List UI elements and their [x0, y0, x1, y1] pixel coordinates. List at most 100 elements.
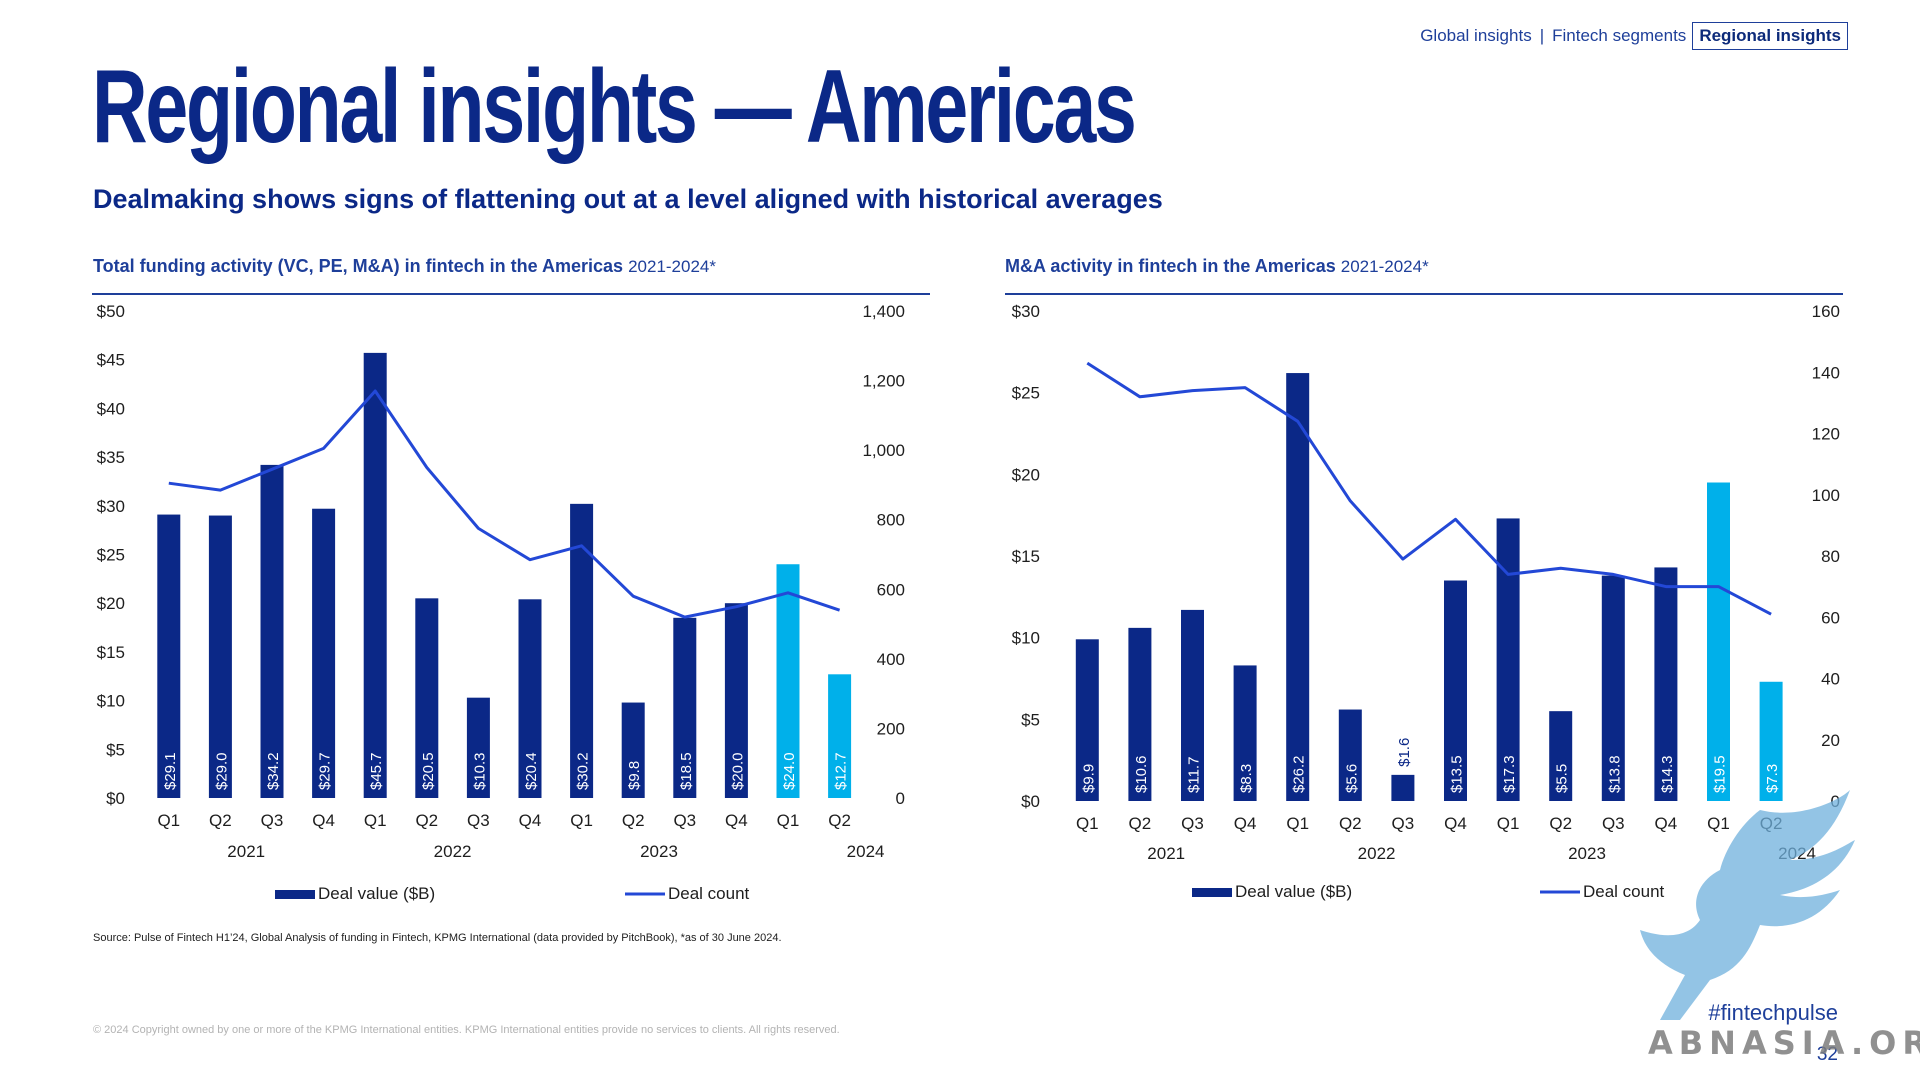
legend-swatch-deal-value	[1192, 888, 1232, 897]
y2-axis-tick-label: 1,000	[862, 441, 905, 460]
y2-axis-tick-label: 1,400	[862, 302, 905, 321]
bar-data-label: $20.0	[729, 752, 746, 790]
x-axis-year-label: 2021	[1147, 844, 1185, 863]
x-axis-quarter-label: Q3	[1181, 814, 1204, 833]
nav-global-insights[interactable]: Global insights	[1420, 26, 1532, 45]
page-title: Regional insights — Americas	[92, 49, 1137, 165]
x-axis-quarter-label: Q2	[415, 811, 438, 830]
bar-data-label: $5.6	[1343, 764, 1360, 793]
y2-axis-tick-label: 1,200	[862, 372, 905, 391]
x-axis-year-label: 2023	[640, 842, 678, 861]
bar-deal-value	[415, 598, 439, 798]
x-axis-year-label: 2021	[227, 842, 265, 861]
bar-data-label: $9.8	[626, 761, 643, 790]
bar-data-label: $19.5	[1712, 755, 1729, 793]
x-axis-quarter-label: Q1	[1707, 814, 1730, 833]
y-axis-tick-label: $20	[97, 594, 125, 613]
x-axis-quarter-label: Q4	[519, 811, 542, 830]
x-axis-quarter-label: Q4	[1234, 814, 1257, 833]
bar-deal-value	[1601, 575, 1625, 801]
x-axis-quarter-label: Q1	[570, 811, 593, 830]
bar-deal-value	[673, 617, 697, 798]
bar-deal-value	[157, 514, 181, 798]
bar-data-label: $20.5	[420, 752, 437, 790]
x-axis-year-label: 2022	[1358, 844, 1396, 863]
legend-label-deal-count: Deal count	[1583, 882, 1665, 901]
chart-title-period: 2021-2024*	[1340, 257, 1429, 276]
y-axis-tick-label: $25	[97, 546, 125, 565]
bar-deal-value	[828, 674, 852, 798]
x-axis-quarter-label: Q2	[1549, 814, 1572, 833]
copyright-note: © 2024 Copyright owned by one or more of…	[93, 1024, 840, 1036]
y2-axis-tick-label: 140	[1812, 363, 1840, 382]
x-axis-quarter-label: Q4	[1655, 814, 1678, 833]
bar-deal-value	[776, 564, 800, 798]
y2-axis-tick-label: 200	[877, 719, 905, 738]
nav-regional-insights[interactable]: Regional insights	[1692, 22, 1848, 50]
y-axis-tick-label: $5	[1021, 710, 1040, 729]
y-axis-tick-label: $25	[1012, 384, 1040, 403]
y2-axis-tick-label: 0	[896, 789, 905, 808]
bar-deal-value	[260, 464, 284, 798]
bar-data-label: $17.3	[1501, 755, 1518, 793]
line-deal-count	[168, 389, 841, 619]
y-axis-tick-label: $0	[106, 789, 125, 808]
x-axis-quarter-label: Q3	[261, 811, 284, 830]
x-axis-quarter-label: Q1	[157, 811, 180, 830]
bar-data-label: $29.0	[213, 752, 230, 790]
y-axis-tick-label: $45	[97, 351, 125, 370]
bar-deal-value	[1444, 580, 1467, 801]
y2-axis-tick-label: 800	[877, 511, 905, 530]
bar-data-label: $14.3	[1659, 755, 1676, 793]
bar-deal-value	[363, 352, 387, 798]
bar-deal-value	[1338, 709, 1362, 801]
y2-axis-tick-label: 100	[1812, 486, 1840, 505]
watermark-text: ABNASIA.ORG	[1648, 1024, 1920, 1062]
y-axis-tick-label: $50	[97, 302, 125, 321]
bar-data-label: $5.5	[1554, 764, 1571, 793]
bar-data-label: $12.7	[833, 752, 850, 790]
bar-data-label: $26.2	[1291, 755, 1308, 793]
x-axis-quarter-label: Q4	[1444, 814, 1467, 833]
y2-axis-tick-label: 600	[877, 580, 905, 599]
chart-title-text: M&A activity in fintech in the Americas	[1005, 256, 1336, 276]
page-subtitle: Dealmaking shows signs of flattening out…	[93, 184, 1163, 214]
bar-deal-value	[312, 508, 336, 798]
bar-deal-value	[1707, 482, 1730, 801]
y2-axis-tick-label: 400	[877, 650, 905, 669]
x-axis-year-label: 2022	[434, 842, 472, 861]
x-axis-year-label: 2024	[847, 842, 885, 861]
y2-axis-tick-label: 120	[1812, 425, 1840, 444]
chart-title-ma-activity: M&A activity in fintech in the Americas …	[1005, 256, 1429, 277]
bar-deal-value	[1075, 639, 1099, 801]
bar-deal-value	[1128, 627, 1152, 801]
bar-deal-value	[1496, 518, 1520, 801]
x-axis-quarter-label: Q2	[1129, 814, 1152, 833]
x-axis-year-label: 2023	[1568, 844, 1606, 863]
nav-separator: |	[1539, 26, 1545, 45]
bar-data-label: $30.2	[575, 752, 592, 790]
bar-deal-value	[1549, 711, 1573, 801]
y2-axis-tick-label: 160	[1812, 302, 1840, 321]
bar-deal-value	[621, 702, 645, 798]
legend-swatch-deal-value	[275, 890, 315, 899]
bar-data-label: $11.7	[1186, 757, 1203, 793]
bar-deal-value	[1286, 373, 1310, 801]
bar-deal-value	[1654, 567, 1678, 801]
x-axis-quarter-label: Q1	[777, 811, 800, 830]
chart-title-period: 2021-2024*	[628, 257, 716, 276]
nav-fintech-segments[interactable]: Fintech segments	[1552, 26, 1687, 45]
x-axis-quarter-label: Q2	[622, 811, 645, 830]
y-axis-tick-label: $30	[97, 497, 125, 516]
y-axis-tick-label: $15	[1012, 547, 1040, 566]
bar-data-label: $34.2	[265, 752, 282, 790]
bar-deal-value	[208, 515, 232, 798]
y-axis-tick-label: $0	[1021, 792, 1040, 811]
bar-deal-value	[570, 503, 594, 798]
hashtag: #fintechpulse	[1708, 1000, 1838, 1025]
line-deal-count	[1086, 361, 1772, 616]
y-axis-tick-label: $15	[97, 643, 125, 662]
griffin-logo-icon	[1640, 790, 1855, 1020]
bar-data-label: $9.9	[1080, 764, 1097, 793]
